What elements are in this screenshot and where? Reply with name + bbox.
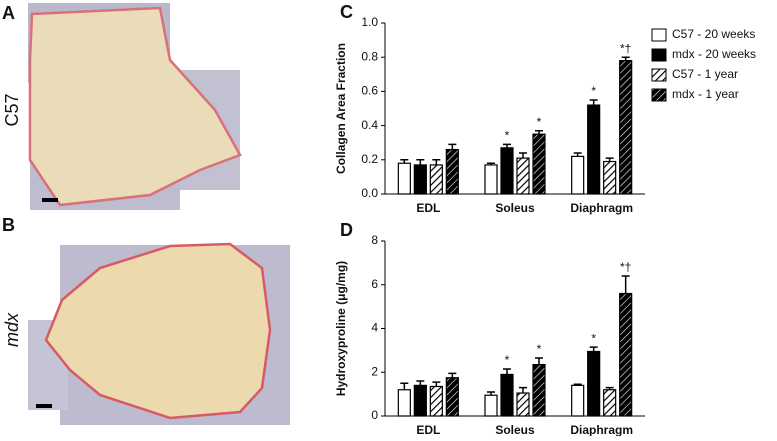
bar [587, 104, 601, 195]
error-bar [487, 391, 495, 396]
panel-label: D [340, 220, 353, 240]
bar [445, 377, 459, 417]
legend-label: mdx - 20 weeks [672, 47, 756, 61]
annotation: * [505, 353, 510, 367]
bar [516, 157, 530, 195]
bar [429, 164, 443, 195]
error-bar [432, 159, 441, 165]
error-bar [535, 129, 543, 135]
legend-swatch [651, 28, 667, 42]
error-bar [448, 143, 457, 150]
x-tick-label: Soleus [495, 201, 535, 215]
panel-label: A [2, 3, 15, 23]
bar [500, 147, 514, 195]
y-tick-label: 0.6 [361, 84, 378, 98]
bar [516, 392, 530, 417]
x-tick-label: Diaphragm [570, 423, 633, 436]
bar [397, 389, 411, 417]
annotation: * [537, 342, 542, 356]
error-bar [432, 381, 441, 387]
error-bar [416, 159, 425, 165]
error-bar [535, 357, 543, 365]
x-tick-label: EDL [416, 201, 440, 215]
bar [484, 164, 498, 195]
bar [571, 384, 585, 417]
error-bar [519, 386, 527, 394]
bar [532, 133, 546, 195]
error-bar [621, 56, 630, 61]
x-tick-label: Soleus [495, 423, 535, 436]
error-bar [589, 99, 598, 106]
x-tick-label: Diaphragm [570, 201, 633, 215]
annotation: * [591, 84, 596, 98]
error-bar [573, 383, 582, 386]
legend-swatch [651, 48, 667, 62]
error-bar [416, 380, 425, 386]
bar [413, 384, 427, 417]
error-bar [605, 157, 614, 162]
y-tick-label: 1.0 [361, 15, 378, 29]
annotation: *† [620, 41, 631, 55]
error-bar [621, 275, 630, 294]
error-bar [519, 152, 527, 159]
error-bar [589, 346, 598, 352]
annotation: * [505, 129, 510, 143]
error-bar [503, 368, 511, 375]
bar [571, 155, 585, 195]
image-label: C57 [2, 93, 22, 126]
bar [532, 363, 546, 417]
bar [445, 148, 459, 195]
y-axis-label: Hydroxyproline (μg/mg) [334, 261, 348, 396]
x-tick-label: EDL [416, 423, 440, 436]
error-bar [448, 372, 457, 378]
y-tick-label: 0.0 [361, 186, 378, 200]
error-bar [573, 152, 582, 157]
error-bar [400, 382, 409, 390]
legend-swatch [651, 68, 667, 82]
y-tick-label: 0.2 [361, 152, 378, 166]
y-axis-label: Collagen Area Fraction [334, 43, 348, 174]
bar [619, 292, 633, 417]
bar [484, 394, 498, 417]
micrograph-b [28, 242, 290, 425]
y-tick-label: 6 [371, 277, 378, 291]
y-tick-label: 2 [371, 364, 378, 378]
panel-label: B [2, 215, 15, 235]
y-tick-label: 0.8 [361, 49, 378, 63]
error-bar [487, 162, 495, 165]
annotation: * [537, 115, 542, 129]
error-bar [605, 386, 614, 390]
y-tick-label: 4 [371, 321, 378, 335]
bar [413, 164, 427, 195]
bar [500, 373, 514, 417]
annotation: *† [620, 260, 631, 274]
error-bar [400, 159, 409, 164]
bar [619, 60, 633, 195]
error-bar [503, 143, 511, 148]
annotation: * [591, 331, 596, 345]
panel-label: C [340, 2, 353, 22]
bar [603, 389, 617, 417]
y-tick-label: 0 [371, 408, 378, 422]
bar [587, 350, 601, 417]
legend-label: C57 - 1 year [672, 67, 738, 81]
legend-swatch [651, 88, 667, 102]
micrograph-a [28, 3, 242, 210]
legend-label: mdx - 1 year [672, 87, 739, 101]
legend-label: C57 - 20 weeks [672, 27, 755, 41]
bar [603, 160, 617, 195]
y-tick-label: 8 [371, 233, 378, 247]
y-tick-label: 0.4 [361, 118, 378, 132]
bar [397, 162, 411, 195]
image-label: mdx [2, 312, 22, 347]
bar [429, 385, 443, 417]
